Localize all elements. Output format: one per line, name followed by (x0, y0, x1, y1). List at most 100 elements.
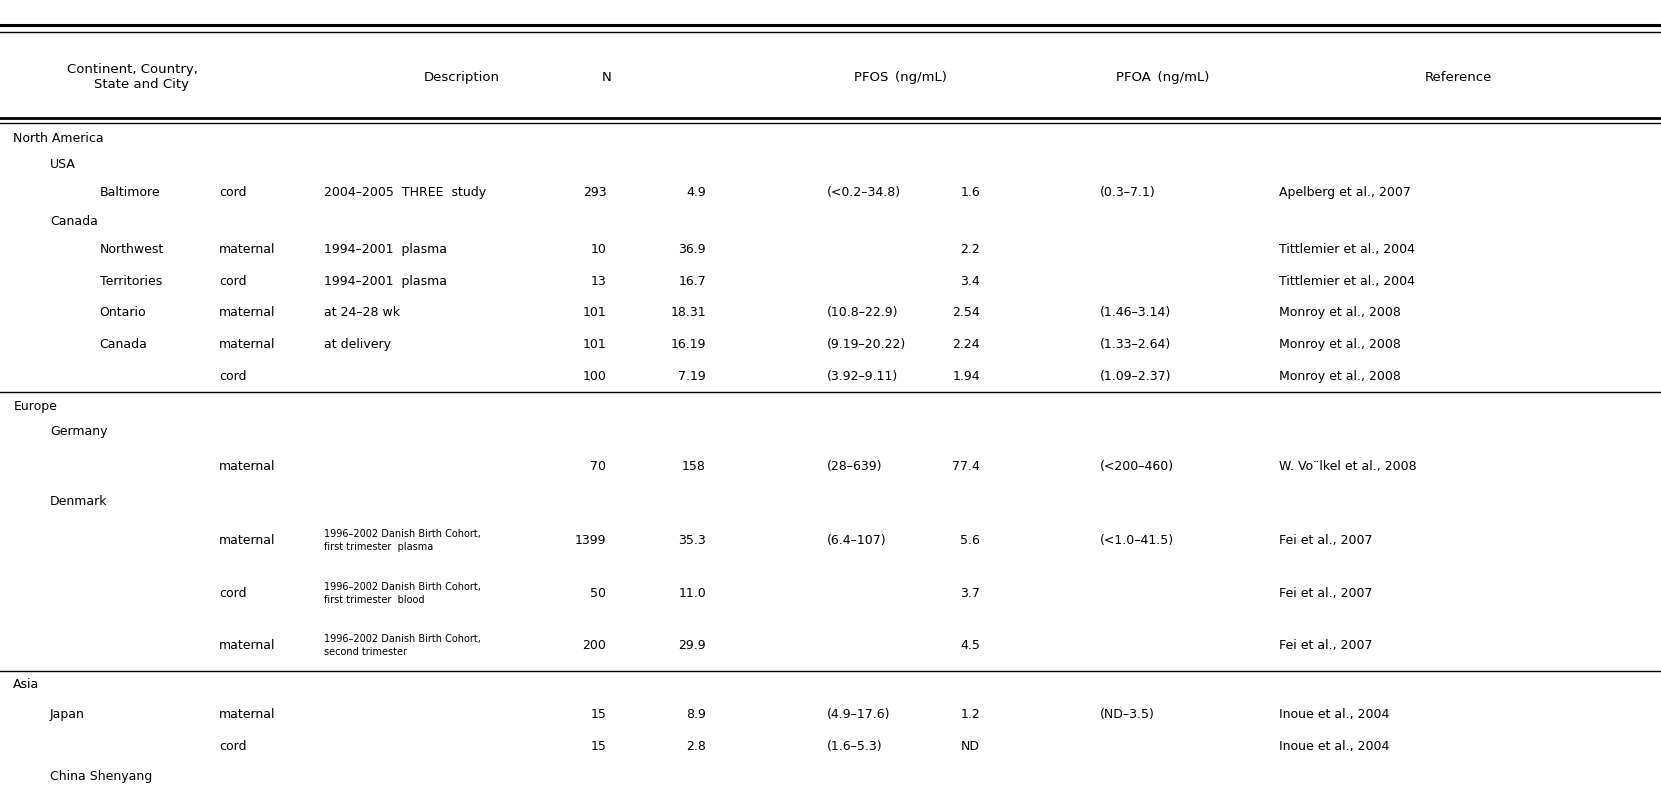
Text: 1996–2002 Danish Birth Cohort,
first trimester  blood: 1996–2002 Danish Birth Cohort, first tri… (324, 582, 480, 605)
Text: (9.19–20.22): (9.19–20.22) (827, 338, 907, 351)
Text: (1.6–5.3): (1.6–5.3) (827, 740, 882, 753)
Text: 2.8: 2.8 (686, 740, 706, 753)
Text: 2.54: 2.54 (952, 306, 980, 319)
Text: 101: 101 (583, 306, 606, 319)
Text: cord: cord (219, 275, 247, 287)
Text: Baltimore: Baltimore (100, 187, 159, 199)
Text: 2.2: 2.2 (960, 243, 980, 256)
Text: cord: cord (219, 740, 247, 753)
Text: 1399: 1399 (575, 534, 606, 547)
Text: 77.4: 77.4 (952, 461, 980, 473)
Text: Germany: Germany (50, 426, 108, 438)
Text: 18.31: 18.31 (671, 306, 706, 319)
Text: 101: 101 (583, 338, 606, 351)
Text: Fei et al., 2007: Fei et al., 2007 (1279, 534, 1372, 547)
Text: Monroy et al., 2008: Monroy et al., 2008 (1279, 306, 1400, 319)
Text: Description: Description (424, 71, 500, 84)
Text: cord: cord (219, 370, 247, 383)
Text: Tittlemier et al., 2004: Tittlemier et al., 2004 (1279, 243, 1415, 256)
Text: Tittlemier et al., 2004: Tittlemier et al., 2004 (1279, 275, 1415, 287)
Text: 3.4: 3.4 (960, 275, 980, 287)
Text: W. Vo¨lkel et al., 2008: W. Vo¨lkel et al., 2008 (1279, 461, 1417, 473)
Text: 158: 158 (683, 461, 706, 473)
Text: (28–639): (28–639) (827, 461, 882, 473)
Text: 70: 70 (590, 461, 606, 473)
Text: (1.46–3.14): (1.46–3.14) (1100, 306, 1171, 319)
Text: maternal: maternal (219, 306, 276, 319)
Text: 1.2: 1.2 (960, 708, 980, 721)
Text: China Shenyang: China Shenyang (50, 769, 153, 783)
Text: 15: 15 (590, 740, 606, 753)
Text: North America: North America (13, 132, 105, 145)
Text: 36.9: 36.9 (678, 243, 706, 256)
Text: 7.19: 7.19 (678, 370, 706, 383)
Text: 15: 15 (590, 708, 606, 721)
Text: (3.92–9.11): (3.92–9.11) (827, 370, 899, 383)
Text: 1994–2001  plasma: 1994–2001 plasma (324, 275, 447, 287)
Text: Monroy et al., 2008: Monroy et al., 2008 (1279, 370, 1400, 383)
Text: 29.9: 29.9 (678, 638, 706, 652)
Text: maternal: maternal (219, 708, 276, 721)
Text: maternal: maternal (219, 461, 276, 473)
Text: Canada: Canada (50, 215, 98, 228)
Text: 1994–2001  plasma: 1994–2001 plasma (324, 243, 447, 256)
Text: 293: 293 (583, 187, 606, 199)
Text: (0.3–7.1): (0.3–7.1) (1100, 187, 1156, 199)
Text: 4.9: 4.9 (686, 187, 706, 199)
Text: Japan: Japan (50, 708, 85, 721)
Text: cord: cord (219, 187, 247, 199)
Text: (1.09–2.37): (1.09–2.37) (1100, 370, 1171, 383)
Text: (1.33–2.64): (1.33–2.64) (1100, 338, 1171, 351)
Text: Reference: Reference (1425, 71, 1492, 84)
Text: 2004–2005  THREE  study: 2004–2005 THREE study (324, 187, 487, 199)
Text: N: N (601, 71, 611, 84)
Text: 13: 13 (591, 275, 606, 287)
Text: 1996–2002 Danish Birth Cohort,
second trimester: 1996–2002 Danish Birth Cohort, second tr… (324, 634, 480, 657)
Text: 4.5: 4.5 (960, 638, 980, 652)
Text: Europe: Europe (13, 399, 56, 413)
Text: (6.4–107): (6.4–107) (827, 534, 887, 547)
Text: 50: 50 (590, 587, 606, 600)
Text: 11.0: 11.0 (678, 587, 706, 600)
Text: 16.7: 16.7 (678, 275, 706, 287)
Text: 10: 10 (590, 243, 606, 256)
Text: PFOA (ng/mL): PFOA (ng/mL) (1116, 71, 1209, 84)
Text: at 24–28 wk: at 24–28 wk (324, 306, 400, 319)
Text: 8.9: 8.9 (686, 708, 706, 721)
Text: maternal: maternal (219, 638, 276, 652)
Text: Territories: Territories (100, 275, 161, 287)
Text: Northwest: Northwest (100, 243, 164, 256)
Text: (<200–460): (<200–460) (1100, 461, 1174, 473)
Text: at delivery: at delivery (324, 338, 390, 351)
Text: 16.19: 16.19 (671, 338, 706, 351)
Text: PFOS (ng/mL): PFOS (ng/mL) (854, 71, 947, 84)
Text: 1.6: 1.6 (960, 187, 980, 199)
Text: Canada: Canada (100, 338, 148, 351)
Text: ND: ND (962, 740, 980, 753)
Text: (10.8–22.9): (10.8–22.9) (827, 306, 899, 319)
Text: Continent, Country,
    State and City: Continent, Country, State and City (68, 64, 198, 91)
Text: Monroy et al., 2008: Monroy et al., 2008 (1279, 338, 1400, 351)
Text: 1996–2002 Danish Birth Cohort,
first trimester  plasma: 1996–2002 Danish Birth Cohort, first tri… (324, 529, 480, 553)
Text: Fei et al., 2007: Fei et al., 2007 (1279, 587, 1372, 600)
Text: maternal: maternal (219, 534, 276, 547)
Text: 200: 200 (583, 638, 606, 652)
Text: 35.3: 35.3 (678, 534, 706, 547)
Text: cord: cord (219, 587, 247, 600)
Text: maternal: maternal (219, 243, 276, 256)
Text: (4.9–17.6): (4.9–17.6) (827, 708, 890, 721)
Text: 2.24: 2.24 (952, 338, 980, 351)
Text: (ND–3.5): (ND–3.5) (1100, 708, 1154, 721)
Text: Denmark: Denmark (50, 495, 108, 508)
Text: Asia: Asia (13, 678, 40, 692)
Text: 3.7: 3.7 (960, 587, 980, 600)
Text: 1.94: 1.94 (952, 370, 980, 383)
Text: Inoue et al., 2004: Inoue et al., 2004 (1279, 740, 1389, 753)
Text: Inoue et al., 2004: Inoue et al., 2004 (1279, 708, 1389, 721)
Text: Ontario: Ontario (100, 306, 146, 319)
Text: maternal: maternal (219, 338, 276, 351)
Text: Fei et al., 2007: Fei et al., 2007 (1279, 638, 1372, 652)
Text: (<0.2–34.8): (<0.2–34.8) (827, 187, 902, 199)
Text: (<1.0–41.5): (<1.0–41.5) (1100, 534, 1174, 547)
Text: 5.6: 5.6 (960, 534, 980, 547)
